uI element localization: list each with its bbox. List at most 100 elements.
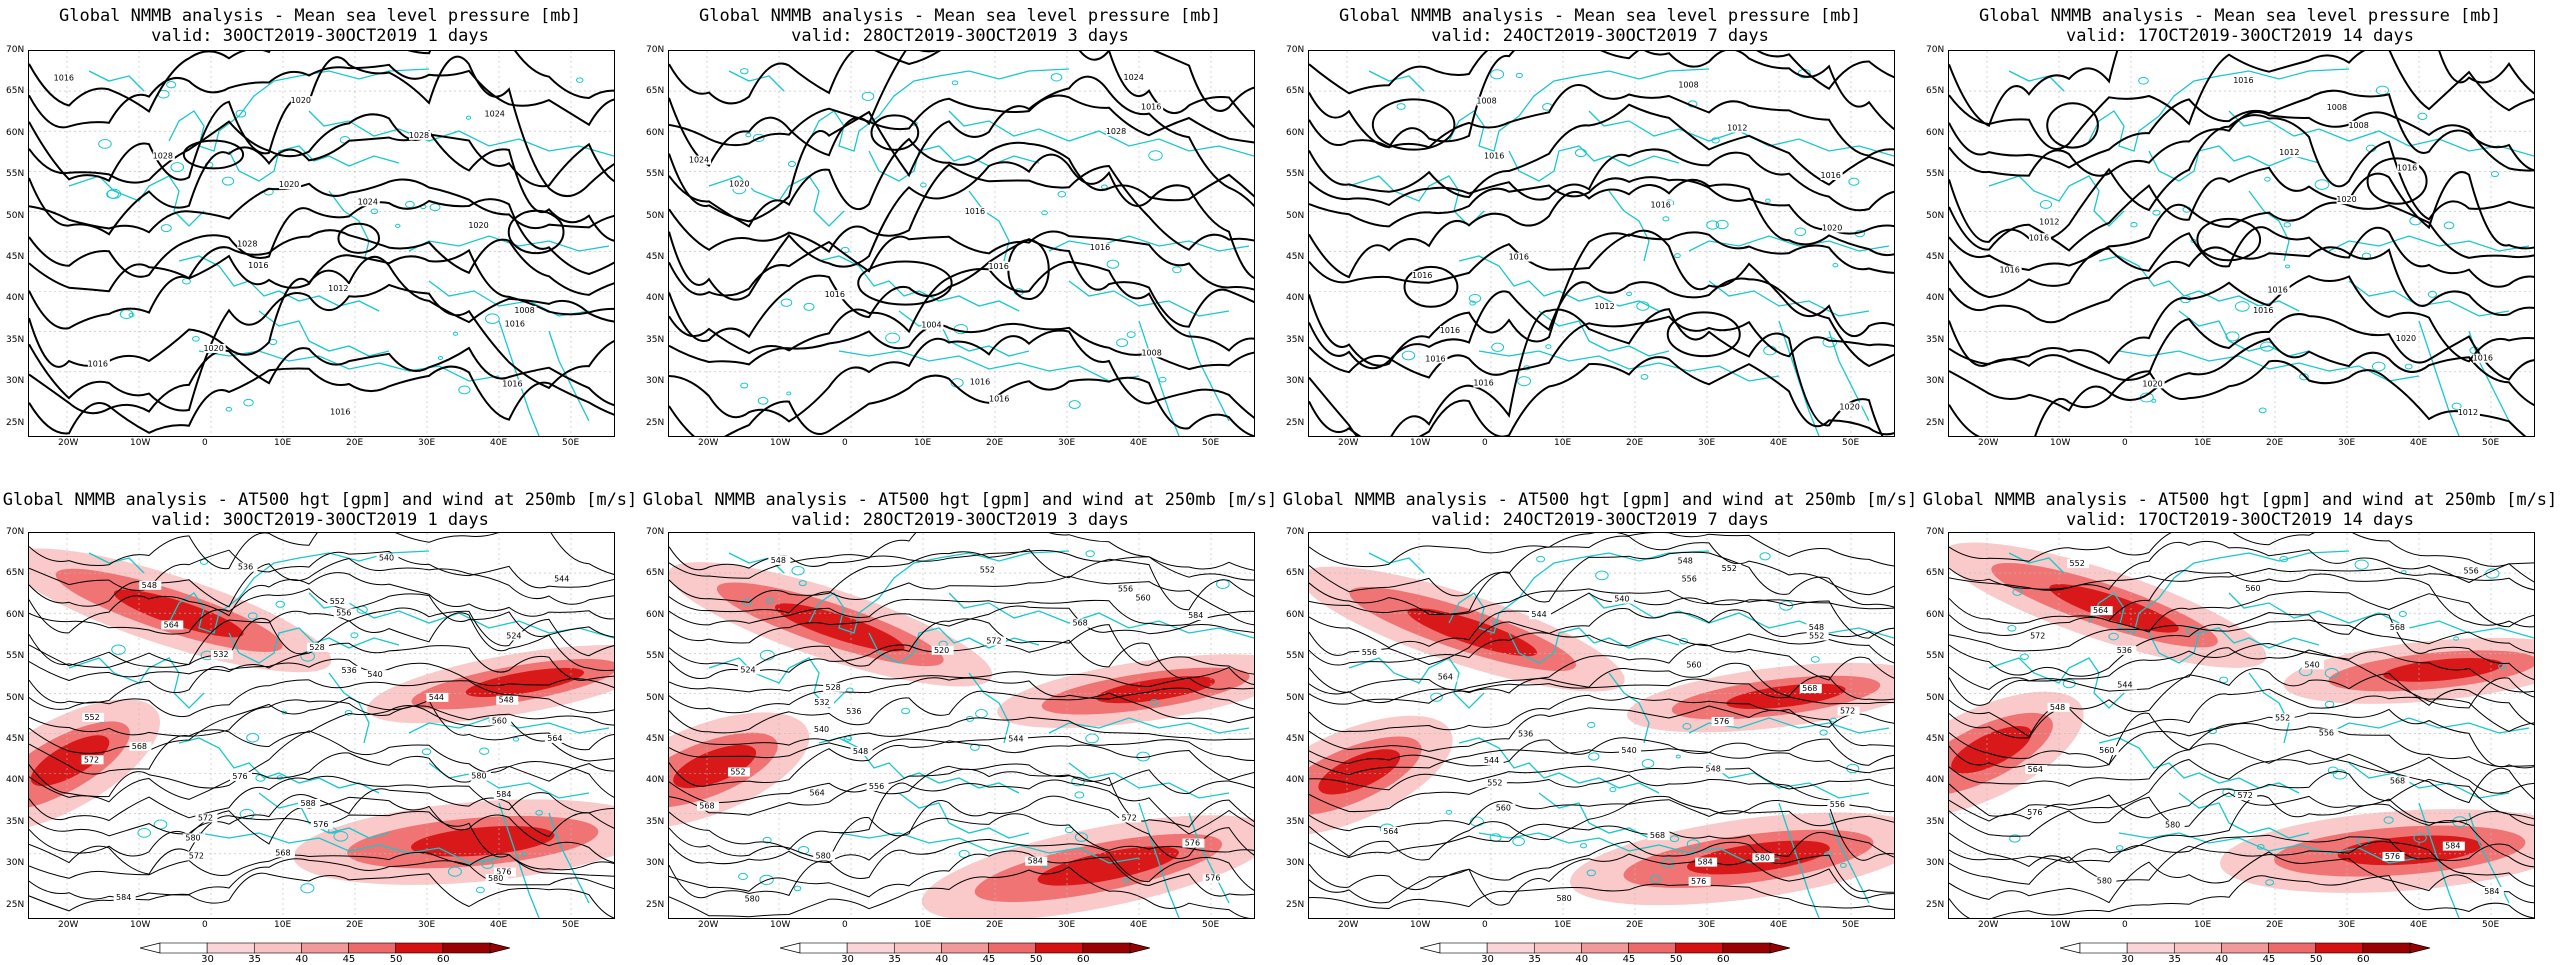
contour-label: 1016: [54, 74, 74, 83]
lon-tick-label: 20W: [58, 438, 79, 448]
contour-label: 540: [2304, 660, 2319, 669]
isoline: [1309, 705, 1894, 752]
contour-label: 1020: [279, 180, 299, 189]
isoline: [1309, 231, 1894, 284]
title-at500-3: Global NMMB analysis - AT500 hgt [gpm] a…: [1282, 490, 1918, 530]
lon-tick-label: 20E: [346, 920, 364, 930]
contour-label: 524: [740, 665, 755, 674]
lat-tick-label: 35N: [1926, 334, 1945, 345]
lon-tick-label: 10E: [914, 438, 932, 448]
contour-label: 1020: [203, 344, 223, 353]
contour-label: 552: [1722, 564, 1737, 573]
wind-speed-shading: [669, 712, 810, 828]
contour-label: 1012: [2279, 148, 2299, 157]
isoline: [1949, 619, 2534, 654]
lon-tick-label: 10W: [2050, 438, 2071, 448]
contour-label: 1016: [2233, 76, 2253, 85]
wind-speed-shading: [293, 799, 614, 885]
wind-speed-shading: [997, 654, 1254, 728]
lat-tick-label: 65N: [6, 568, 25, 579]
isoline: [1949, 570, 2534, 628]
isoline: [29, 696, 614, 754]
lat-tick-label: 25N: [1926, 417, 1945, 428]
contour-label: 556: [1682, 575, 1697, 584]
contour-label: 568: [132, 742, 147, 751]
contour-label: 1016: [970, 378, 990, 387]
isoline: [1949, 111, 2534, 177]
lon-tick-label: 40E: [2410, 920, 2428, 930]
contour-label: 1028: [237, 239, 257, 248]
contour-label: 552: [330, 597, 345, 606]
lat-tick-label: 35N: [1286, 816, 1305, 827]
contour-label: 584: [2484, 887, 2499, 896]
lat-tick-label: 35N: [1286, 334, 1305, 345]
lon-tick-label: 10E: [274, 438, 292, 448]
contour-label: 552: [1487, 778, 1502, 787]
isoline: [29, 612, 614, 671]
coastline: [898, 792, 1030, 839]
contour-label: 540: [814, 725, 829, 734]
lat-tick-label: 30N: [646, 376, 665, 387]
lat-tick-label: 35N: [646, 816, 665, 827]
contour-label: 572: [189, 851, 204, 860]
isoline: [1309, 229, 1894, 367]
coastline: [1458, 255, 1660, 312]
contour-label: 1016: [2029, 233, 2049, 242]
isoline: [1949, 313, 2534, 382]
contour-label: 1024: [1124, 73, 1144, 82]
wind-speed-shading: [1309, 566, 1625, 692]
isoline: [669, 671, 1254, 693]
isoline: [1949, 51, 2534, 150]
lon-tick-label: 0: [2122, 438, 2128, 448]
contour-label: 1016: [330, 407, 350, 416]
contour-label: 576: [2027, 808, 2042, 817]
lat-tick-label: 50N: [646, 692, 665, 703]
contour-label: 580: [1755, 853, 1770, 862]
coastline: [1448, 68, 1710, 152]
lat-tick-label: 30N: [1926, 858, 1945, 869]
contour-label: 1020: [2336, 195, 2356, 204]
isoline: [669, 690, 1254, 734]
isoline: [29, 229, 614, 296]
lat-tick-label: 55N: [6, 169, 25, 180]
isoline: [1309, 748, 1894, 776]
title-at500-2: Global NMMB analysis - AT500 hgt [gpm] a…: [642, 490, 1278, 530]
contour-label: 1024: [689, 156, 709, 165]
contour-label: 1016: [2267, 286, 2287, 295]
contour-label: 556: [869, 782, 884, 791]
isoline: [1309, 840, 1894, 893]
isoline: [29, 51, 614, 113]
contour-label: 572: [1122, 813, 1137, 822]
isoline: [1309, 795, 1894, 861]
lon-tick-label: 10E: [2194, 920, 2212, 930]
isoline: [29, 55, 614, 197]
lon-tick-label: 0: [842, 438, 848, 448]
isoline: [1309, 308, 1884, 436]
isoline: [1949, 743, 2534, 794]
colorbar: [139, 940, 511, 959]
contour-label: 1016: [1090, 243, 1110, 252]
coastline: [228, 627, 400, 664]
isoline-closed: [1666, 311, 1741, 358]
lon-tick-label: 40E: [1770, 438, 1788, 448]
contour-label: 576: [313, 820, 328, 829]
isoline-closed: [870, 114, 920, 151]
coastline: [1348, 175, 1485, 227]
contour-label: 1016: [988, 262, 1008, 271]
isoline-closed: [2366, 157, 2428, 205]
contour-label: 560: [2245, 584, 2260, 593]
lat-tick-label: 55N: [6, 651, 25, 662]
lat-tick-label: 70N: [6, 527, 25, 537]
lon-tick-label: 10W: [1410, 438, 1431, 448]
contour-label: 556: [1362, 648, 1377, 657]
coastline: [2088, 68, 2350, 152]
contour-label: 532: [213, 650, 228, 659]
contour-label: 1012: [328, 284, 348, 293]
lat-tick-label: 60N: [6, 609, 25, 620]
lon-tick-label: 40E: [490, 920, 508, 930]
isoline: [1309, 765, 1894, 791]
contour-label: 556: [1118, 585, 1133, 594]
lon-tick-label: 30E: [1698, 920, 1716, 930]
contour-label: 584: [116, 893, 131, 902]
contour-label: 1016: [1473, 379, 1493, 388]
